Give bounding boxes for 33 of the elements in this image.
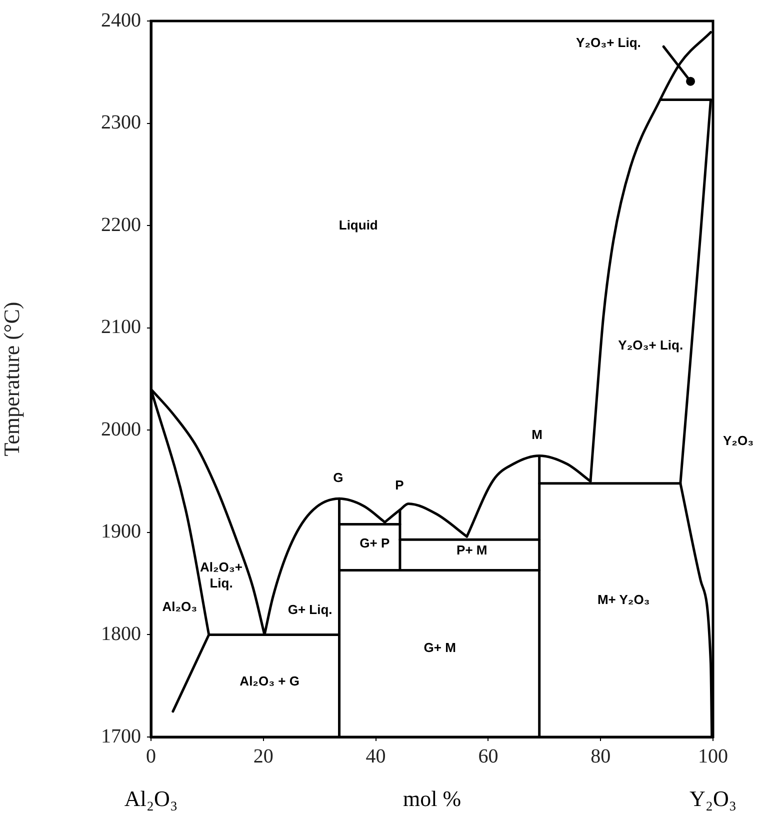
x-axis-title: mol % [402, 786, 462, 811]
annotation: Al₂O₃ [162, 598, 198, 614]
annotation: M+ Y₂O₃ [597, 592, 650, 607]
text: Al₂O₃ [124, 786, 178, 811]
y-tick-label: 1800 [101, 622, 141, 645]
annotation: Al₂O₃ + G [240, 673, 300, 688]
x-tick-label: 100 [698, 745, 728, 768]
y-axis-title: Temperature (°C) [0, 302, 24, 456]
annotation: Y₂O₃+ Liq. [618, 338, 684, 353]
annotation: P [395, 477, 404, 492]
y-tick-label: 1700 [101, 725, 141, 748]
x-tick-label: 60 [478, 745, 498, 768]
annotation: Al₂O₃+ Liq. [200, 559, 243, 590]
y-tick-label: 1900 [101, 520, 141, 543]
annotation: Y₂O₃+ Liq. [576, 34, 641, 50]
annotation: M [532, 427, 543, 442]
x-tick-label: 80 [590, 745, 611, 768]
text: Y₂O₃ [723, 432, 754, 448]
annotation: G+ P [360, 535, 390, 550]
text: Y₂O₃ [689, 786, 737, 811]
y-tick-label: 2300 [101, 112, 141, 134]
annotation: G+ M [424, 640, 456, 655]
annotation: Liquid [338, 217, 378, 232]
x-tick-label: 0 [146, 745, 156, 768]
y-tick-label: 2100 [101, 316, 141, 338]
y-tick-label: 2000 [101, 418, 141, 440]
x-tick-label: 20 [253, 745, 274, 768]
annotation: P+ M [456, 542, 488, 558]
x-tick-label: 40 [366, 745, 386, 768]
annotation: G [333, 470, 344, 486]
y-tick-label: 2200 [101, 214, 141, 236]
y-tick-label: 2400 [101, 9, 141, 32]
annotation: G+ Liq. [288, 602, 332, 617]
